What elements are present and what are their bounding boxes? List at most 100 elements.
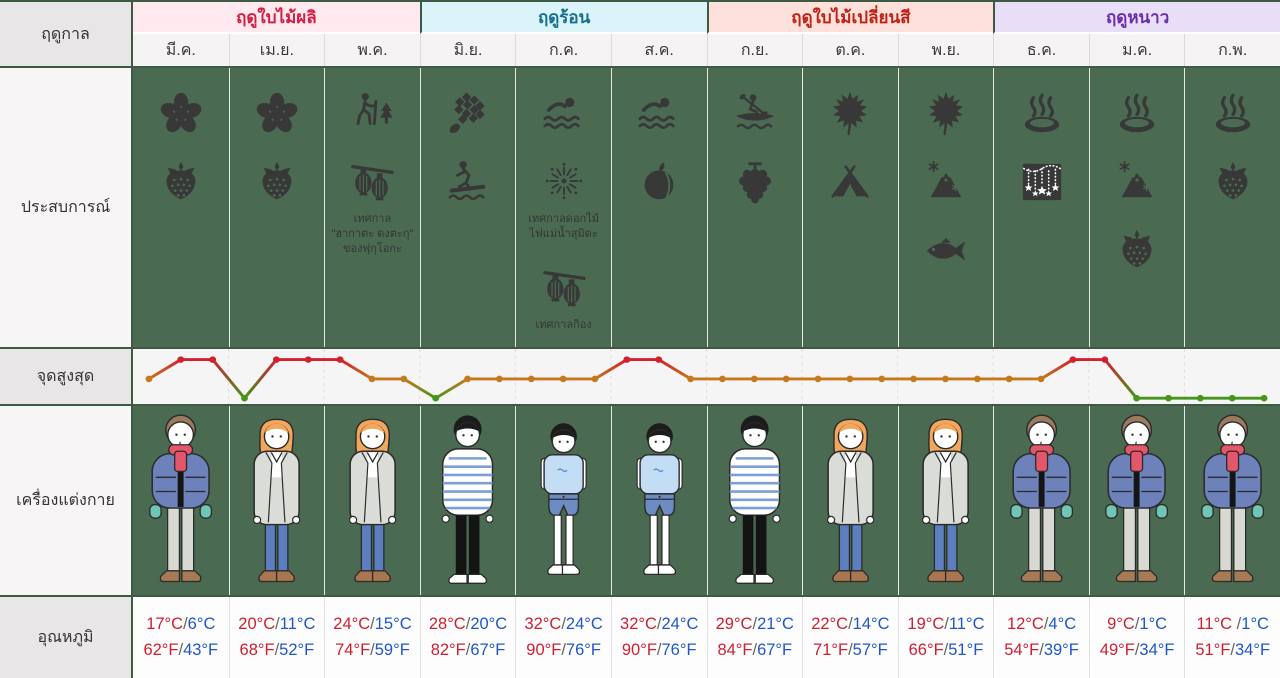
temperature-cell-4: 28°C/20°C 82°F/67°F [419, 597, 516, 678]
canoe-icon [732, 90, 778, 136]
illumination-icon [1019, 158, 1065, 204]
temp-high: 62°F [143, 641, 179, 659]
strawberry-icon [1114, 226, 1160, 272]
temperature-cell-2: 20°C/11°C 68°F/52°F [228, 597, 325, 678]
temp-low: 34°F [1139, 641, 1175, 659]
temp-slash: / [1043, 615, 1049, 633]
temp-slash: / [465, 641, 471, 659]
clothing-cell-8 [802, 406, 898, 595]
temperature-line: 54°F/39°F [1004, 641, 1079, 660]
experience-item [1210, 158, 1256, 204]
cherry-blossom-icon [158, 90, 204, 136]
season-band-winter: ฤดูหนาว [993, 2, 1280, 34]
temperature-line: 68°F/52°F [240, 641, 315, 660]
temp-high: 22°C [811, 615, 849, 633]
temp-slash: / [178, 641, 184, 659]
temp-low: 24°C [661, 615, 699, 633]
temperature-cell-10: 12°C/4°C 54°F/39°F [993, 597, 1089, 678]
temperature-line: 74°F/59°F [335, 641, 410, 660]
temp-high: 82°F [430, 641, 466, 659]
tent-icon [827, 158, 873, 204]
temp-low: 59°F [374, 641, 410, 659]
experience-cell-8 [802, 68, 898, 347]
experience-item [732, 158, 778, 204]
experience-item [1114, 158, 1160, 204]
experience-cell-6 [610, 68, 707, 347]
month-header-6: ส.ค. [610, 34, 707, 66]
swimming-icon [541, 90, 587, 136]
temp-high: 17°C [146, 615, 184, 633]
temp-high: 66°F [908, 641, 944, 659]
experience-item [445, 90, 491, 136]
month-header-2: เม.ย. [228, 34, 325, 66]
row-label-experience: ประสบการณ์ [0, 68, 133, 349]
temp-high: 9°C [1107, 615, 1135, 633]
row-label-temperature: อุณหภูมิ [0, 597, 133, 678]
experience-item [254, 158, 300, 204]
temp-slash: / [561, 641, 566, 659]
person-tshirt-shorts [540, 423, 587, 576]
experience-item: เทศกาลกิอง [536, 264, 592, 333]
temperature-line: 19°C/11°C [907, 615, 984, 634]
season-band-summer: ฤดูร้อน [419, 2, 707, 34]
experience-item [445, 158, 491, 204]
temperature-line: 90°F/76°F [526, 641, 601, 660]
temp-low: 39°F [1043, 641, 1079, 659]
maple-leaf-icon [827, 90, 873, 136]
temp-slash: / [752, 641, 758, 659]
temp-low: 24°C [565, 615, 603, 633]
temp-slash: / [944, 615, 949, 633]
experience-caption: เทศกาลกิอง [535, 318, 592, 331]
temp-high: 24°C [333, 615, 371, 633]
temp-low: 43°F [183, 641, 219, 659]
onsen-icon [1019, 90, 1065, 136]
peach-icon [636, 158, 682, 204]
person-winter-jacket [1105, 414, 1169, 583]
temp-high: 32°C [524, 615, 562, 633]
temperature-cell-11: 9°C/1°C 49°F/34°F [1088, 597, 1185, 678]
temp-low: 67°F [470, 641, 506, 659]
temp-high: 19°C [907, 615, 945, 633]
experience-caption: เทศกาล "ฮากาตะ ดงตะกุ" ของฟุกุโอกะ [331, 213, 414, 255]
experience-item [158, 158, 204, 204]
fish-icon [923, 226, 969, 272]
person-light-coat [253, 418, 301, 583]
temperature-line: 20°C/11°C [238, 615, 315, 634]
experience-item [636, 90, 682, 136]
fireworks-icon [541, 158, 587, 204]
temperature-line: 51°F/34°F [1195, 641, 1270, 660]
experience-cell-1 [133, 68, 229, 347]
experience-item [349, 90, 395, 136]
lanterns-icon [349, 158, 395, 204]
clothing-cell-9 [897, 406, 994, 595]
clothing-row [133, 406, 1280, 597]
experience-item [732, 90, 778, 136]
experience-item: เทศกาล "ฮากาตะ ดงตะกุ" ของฟุกุโอกะ [331, 158, 414, 257]
temperature-line: 22°C/14°C [811, 615, 889, 634]
temp-slash: / [1230, 641, 1235, 659]
temperature-cell-7: 29°C/21°C 84°F/67°F [706, 597, 803, 678]
temp-slash: / [1134, 641, 1140, 659]
experience-item [923, 90, 969, 136]
temp-low: 67°F [757, 641, 793, 659]
experience-item [1019, 90, 1065, 136]
grapes-icon [732, 158, 778, 204]
lanterns-icon [541, 264, 587, 310]
month-header-12: ก.พ. [1184, 34, 1280, 66]
month-header-10: ธ.ค. [993, 34, 1089, 66]
temp-low: 6°C [187, 615, 216, 633]
temperature-cell-9: 19°C/11°C 66°F/51°F [897, 597, 994, 678]
temp-high: 49°F [1099, 641, 1135, 659]
temp-high: 54°F [1004, 641, 1040, 659]
temp-low: 1°C [1139, 615, 1168, 633]
temp-low: 15°C [374, 615, 412, 633]
row-label-season: ฤดูกาล [0, 2, 133, 68]
strawberry-icon [254, 158, 300, 204]
hiking-icon [349, 90, 395, 136]
temp-low: 20°C [470, 615, 508, 633]
temp-slash: / [752, 615, 758, 633]
temp-low: 57°F [852, 641, 888, 659]
person-striped-shirt [441, 415, 495, 584]
temp-slash: / [656, 641, 662, 659]
